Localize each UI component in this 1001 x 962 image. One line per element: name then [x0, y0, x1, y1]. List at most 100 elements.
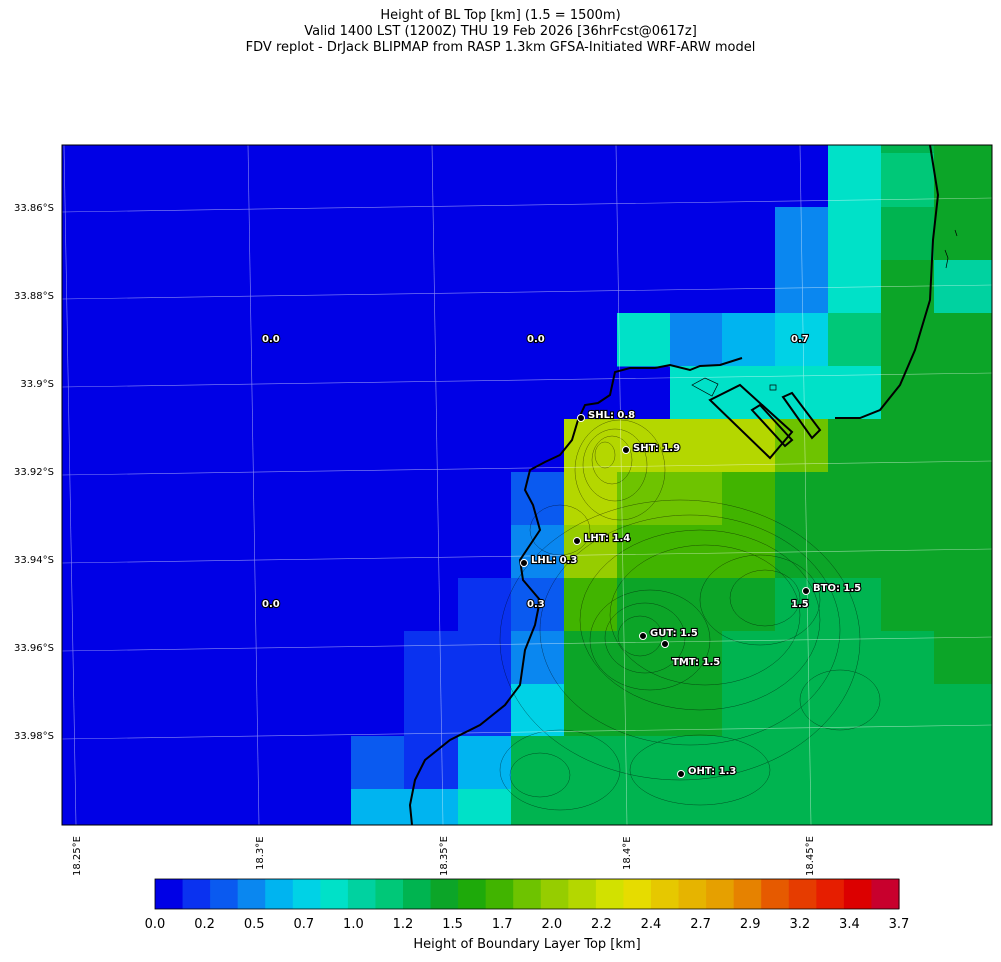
grid-cell — [404, 684, 459, 737]
grid-cell — [564, 789, 618, 825]
station-label-shl: SHL: 0.8 — [588, 410, 635, 421]
colorbar-swatch — [237, 879, 266, 909]
colorbar-tick-label: 2.9 — [740, 917, 761, 932]
grid-cell — [881, 631, 935, 685]
value-label: 0.0 — [262, 599, 280, 610]
grid-cell — [934, 145, 992, 154]
colorbar-swatch — [816, 879, 845, 909]
grid-cell — [722, 313, 776, 367]
grid-cell — [458, 684, 512, 737]
colorbar-tick-label: 1.5 — [442, 917, 463, 932]
colorbar-swatch — [623, 879, 652, 909]
grid-cell — [934, 789, 992, 825]
grid-cell — [670, 578, 723, 632]
colorbar-swatch — [375, 879, 404, 909]
grid-cell — [775, 631, 829, 685]
grid-cell — [828, 789, 882, 825]
lon-label: 18.4°E — [622, 836, 633, 870]
grid-cell — [617, 419, 671, 473]
grid-cell — [828, 736, 882, 790]
grid-cell — [564, 578, 618, 632]
colorbar-frame — [154, 878, 900, 910]
colorbar-swatch — [265, 879, 294, 909]
title-line-2: Valid 1400 LST (1200Z) THU 19 Feb 2026 [… — [304, 24, 697, 39]
stations: SHL: 0.8 SHT: 1.9 LHT: 1.4 LHL: 0.3 BTO:… — [520, 409, 862, 778]
grid-cell — [828, 366, 882, 420]
grid-cell — [828, 472, 882, 526]
coastline — [408, 145, 940, 825]
grid-cell — [722, 736, 776, 790]
colorbar-tick-label: 3.7 — [889, 917, 910, 932]
grid-cell — [564, 472, 618, 526]
grid-cell — [670, 419, 723, 473]
colorbar-swatch — [430, 879, 459, 909]
colorbar-tick-label: 2.2 — [591, 917, 612, 932]
station-marker — [802, 587, 810, 595]
grid-cell — [775, 366, 829, 420]
grid-cell — [828, 525, 882, 579]
colorbar-tick-label: 3.4 — [839, 917, 860, 932]
grid-cell — [934, 525, 992, 579]
grid-cell — [670, 313, 723, 367]
station-marker — [573, 537, 581, 545]
colorbar-swatch — [678, 879, 707, 909]
grid-cell — [934, 684, 992, 737]
grid-cell — [458, 578, 512, 632]
grid-cell — [670, 631, 723, 685]
grid-cell — [404, 631, 459, 685]
grid-cell — [881, 207, 935, 261]
grid-cell — [881, 578, 935, 632]
colorbar-swatch — [292, 879, 321, 909]
grid-cell — [775, 472, 829, 526]
map-frame — [61, 144, 993, 826]
terrain-contours — [499, 419, 881, 811]
grid-cell — [881, 525, 935, 579]
colorbar-swatch — [320, 879, 349, 909]
station-label-bto: BTO: 1.5 — [813, 583, 861, 594]
grid-cell — [617, 789, 671, 825]
colorbar-swatch — [761, 879, 790, 909]
colorbar-swatch — [155, 879, 184, 909]
grid-cell — [934, 366, 992, 420]
grid-cell — [881, 472, 935, 526]
station-label-sht: SHT: 1.9 — [633, 443, 680, 454]
station-marker — [639, 632, 647, 640]
grid-cell — [564, 684, 618, 737]
colorbar-swatch — [485, 879, 514, 909]
station-marker — [577, 414, 585, 422]
grid-cell — [828, 207, 882, 261]
grid-cell — [775, 736, 829, 790]
station-marker — [622, 446, 630, 454]
colorbar-swatch — [458, 879, 487, 909]
title-line-1: Height of BL Top [km] (1.5 = 1500m) — [380, 8, 621, 23]
grid-cell — [828, 153, 882, 208]
grid-cell — [934, 631, 992, 685]
grid-cell — [881, 789, 935, 825]
colorbar-tick-label: 2.7 — [690, 917, 711, 932]
grid-cell — [511, 789, 565, 825]
station-marker — [661, 640, 669, 648]
grid-cell — [828, 631, 882, 685]
lon-label: 18.25°E — [72, 836, 83, 876]
grid-cell — [511, 472, 565, 526]
colorbar-tick-label: 1.0 — [343, 917, 364, 932]
colorbar-swatch — [595, 879, 625, 909]
station-label-tmt: TMT: 1.5 — [672, 657, 720, 668]
grid-cell — [458, 789, 512, 825]
colorbar-swatch — [733, 879, 762, 909]
lat-label: 33.9°S — [20, 379, 54, 390]
grid-cell — [934, 578, 992, 632]
grid-cell — [775, 789, 829, 825]
grid-cell — [722, 472, 776, 526]
graticule — [62, 145, 992, 825]
grid-cell — [670, 525, 723, 579]
lat-label: 33.92°S — [14, 467, 54, 478]
grid-cell — [775, 419, 829, 473]
grid-cell — [617, 736, 671, 790]
height-grid — [62, 145, 992, 825]
grid-cell — [351, 789, 405, 825]
colorbar-tick-label: 0.7 — [293, 917, 314, 932]
grid-cell — [775, 313, 829, 367]
lat-label: 33.98°S — [14, 731, 54, 742]
